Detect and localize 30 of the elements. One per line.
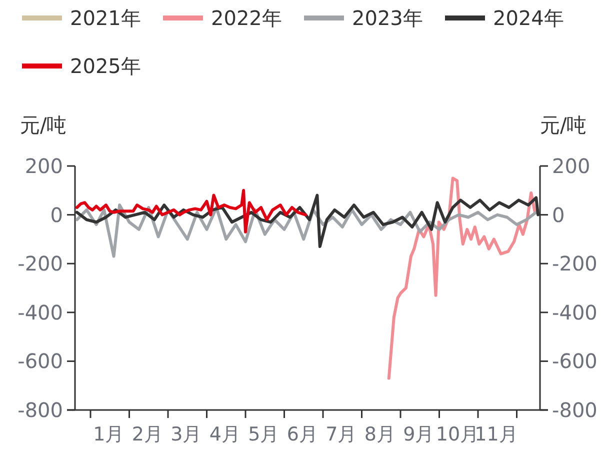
y-tick-label: -600 — [18, 349, 63, 374]
x-tick-label: 3月 — [170, 424, 202, 446]
y2-axis-title: 元/吨 — [540, 113, 587, 137]
x-tick-label: 4月 — [209, 424, 241, 446]
legend-label: 2021年 — [70, 6, 141, 30]
y2-tick-label: 200 — [552, 154, 590, 178]
y-tick-label: 200 — [24, 154, 63, 178]
y-tick-label: -200 — [18, 252, 63, 276]
y2-tick-label: -200 — [552, 252, 598, 276]
x-tick-label: 1月 — [93, 424, 124, 446]
x-tick-label: 2月 — [132, 424, 164, 446]
line-series — [387, 176, 536, 380]
legend-label: 2025年 — [70, 54, 141, 78]
legend-label: 2023年 — [352, 6, 423, 30]
x-tick-label: 5月 — [248, 424, 280, 446]
y2-tick-label: -600 — [552, 349, 598, 374]
y-tick-label: -400 — [18, 300, 63, 324]
y-tick-label: -800 — [18, 398, 63, 422]
legend-label: 2022年 — [211, 6, 282, 30]
y2-tick-label: 0 — [552, 202, 565, 227]
y-axis-title: 元/吨 — [20, 113, 67, 137]
x-tick-label: 8月 — [364, 424, 396, 446]
y-tick-label: 0 — [50, 202, 63, 227]
y2-tick-label: -400 — [552, 300, 598, 324]
x-tick-label: 6月 — [286, 424, 318, 446]
x-tick-label: 7月 — [326, 424, 357, 446]
legend-label: 2024年 — [493, 6, 564, 30]
y2-tick-label: -800 — [552, 398, 598, 422]
line-series — [75, 188, 308, 234]
x-tick-label: 9月 — [403, 424, 434, 446]
